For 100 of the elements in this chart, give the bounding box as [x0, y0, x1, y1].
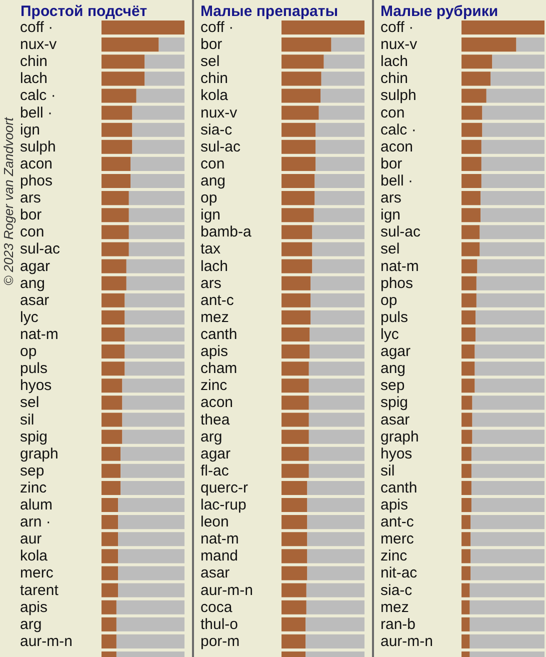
- y-tick-label: coff ·: [200, 19, 234, 36]
- y-tick-label: arg: [20, 616, 42, 633]
- y-tick-label: apis: [20, 598, 48, 616]
- y-tick-label: bor: [380, 155, 402, 172]
- y-tick-label: hyos: [380, 445, 412, 462]
- y-tick-label: aur-m-n: [20, 632, 73, 650]
- y-tick-label: nux-v: [200, 104, 238, 122]
- y-tick-label: spig: [20, 428, 48, 446]
- y-tick-label: asar: [200, 564, 230, 582]
- y-tick-label: asar: [20, 292, 50, 309]
- y-tick-label: chin: [20, 53, 48, 70]
- y-tick-label: agar: [20, 258, 50, 275]
- y-tick-label: arn ·: [20, 514, 51, 531]
- y-tick-label: bell ·: [20, 104, 53, 122]
- y-tick-label: bor: [200, 36, 222, 54]
- y-tick-label: aur-m-n: [200, 582, 254, 599]
- y-tick-label: tax: [200, 240, 222, 258]
- y-tick-label: sil: [380, 462, 395, 480]
- y-tick-label: mand: [200, 548, 238, 565]
- y-tick-label: arg: [200, 428, 222, 446]
- y-tick-label: hyos: [20, 377, 52, 394]
- y-tick-label: sul-ac: [200, 138, 242, 156]
- y-tick-label: sia-c: [200, 121, 233, 138]
- y-tick-label: sel: [200, 53, 220, 70]
- y-tick-label: canth: [200, 326, 238, 343]
- chart-title: Простой подсчёт: [20, 3, 148, 20]
- y-tick-label: lyc: [380, 326, 400, 343]
- y-tick-label: chin: [200, 70, 228, 88]
- y-tick-label: agar: [200, 445, 231, 462]
- y-tick-label: apis: [200, 343, 228, 360]
- y-tick-label: sel: [20, 394, 40, 412]
- y-tick-label: fl-ac: [200, 462, 230, 480]
- y-tick-label: lyc: [20, 308, 39, 326]
- y-tick-label: acon: [20, 155, 53, 172]
- y-tick-label: nux-v: [380, 36, 418, 54]
- y-tick-label: lac-rup: [200, 496, 246, 514]
- y-tick-label: nat-m: [380, 258, 419, 275]
- y-tick-label: sulph: [380, 87, 416, 104]
- y-tick-label: spig: [380, 394, 408, 412]
- y-tick-label: bell ·: [380, 172, 414, 190]
- y-tick-label: sep: [380, 377, 405, 394]
- y-tick-label: sul-ac: [380, 224, 422, 241]
- y-tick-label: sep: [20, 462, 44, 480]
- y-tick-label: ars: [20, 190, 41, 207]
- y-tick-label: thea: [200, 411, 230, 428]
- y-tick-label: calc ·: [20, 87, 56, 104]
- y-tick-label: graph: [380, 428, 419, 446]
- y-tick-label: aur: [20, 530, 42, 548]
- y-tick-label: zinc: [20, 479, 48, 496]
- y-tick-label: agar: [380, 343, 411, 360]
- y-tick-label: bor: [20, 206, 42, 224]
- y-tick-label: nat-m: [20, 326, 58, 343]
- y-tick-label: asar: [380, 411, 410, 428]
- y-tick-label: con: [20, 224, 44, 241]
- y-tick-label: ars: [380, 190, 402, 207]
- chart-title: Малые рубрики: [380, 3, 498, 20]
- y-tick-label: thul-o: [200, 616, 238, 633]
- y-tick-label: ang: [380, 360, 406, 378]
- y-tick-label: chin: [380, 70, 408, 88]
- y-tick-label: merc: [20, 564, 54, 582]
- y-tick-label: kola: [200, 87, 229, 104]
- y-tick-label: acon: [380, 138, 414, 156]
- y-tick-label: cham: [200, 360, 238, 378]
- y-tick-label: canth: [380, 479, 418, 496]
- y-tick-label: con: [200, 155, 225, 172]
- y-tick-label: ant-c: [200, 292, 234, 309]
- y-tick-label: phos: [20, 172, 53, 190]
- y-tick-label: op: [20, 343, 37, 360]
- y-tick-label: ars: [200, 274, 222, 292]
- y-tick-label: sia-c: [380, 582, 413, 599]
- y-tick-label: ign: [380, 206, 401, 224]
- y-tick-label: aur-m-n: [380, 632, 434, 650]
- y-tick-label: acon: [200, 394, 234, 412]
- y-tick-label: op: [200, 190, 218, 207]
- y-tick-label: bamb-a: [200, 224, 252, 241]
- y-tick-label: ran-b: [380, 616, 416, 633]
- text: © 2023 Roger van Zandvoort: [1, 116, 16, 286]
- y-tick-label: sil: [20, 411, 34, 428]
- y-tick-label: tarent: [20, 582, 60, 599]
- y-tick-label: nat-m: [200, 530, 239, 548]
- y-tick-label: ign: [20, 121, 40, 138]
- y-tick-label: leon: [200, 514, 229, 531]
- y-tick-label: puls: [380, 308, 408, 326]
- y-tick-label: mez: [200, 308, 229, 326]
- y-tick-label: ign: [200, 206, 221, 224]
- y-tick-label: sel: [380, 240, 400, 258]
- y-tick-label: op: [380, 292, 398, 309]
- y-tick-label: ant-c: [380, 514, 414, 531]
- y-tick-label: nit-ac: [380, 564, 418, 582]
- y-tick-label: apis: [380, 496, 408, 514]
- y-tick-label: ang: [20, 274, 46, 292]
- y-tick-label: coff ·: [380, 19, 414, 36]
- y-tick-label: querc-r: [200, 479, 248, 496]
- y-tick-label: lach: [380, 53, 408, 70]
- y-tick-label: kola: [20, 548, 48, 565]
- y-tick-label: sulph: [20, 138, 56, 156]
- y-tick-label: graph: [20, 445, 58, 462]
- y-tick-label: calc ·: [380, 121, 416, 138]
- y-tick-label: con: [380, 104, 405, 122]
- chart-title: Малые препараты: [200, 3, 338, 20]
